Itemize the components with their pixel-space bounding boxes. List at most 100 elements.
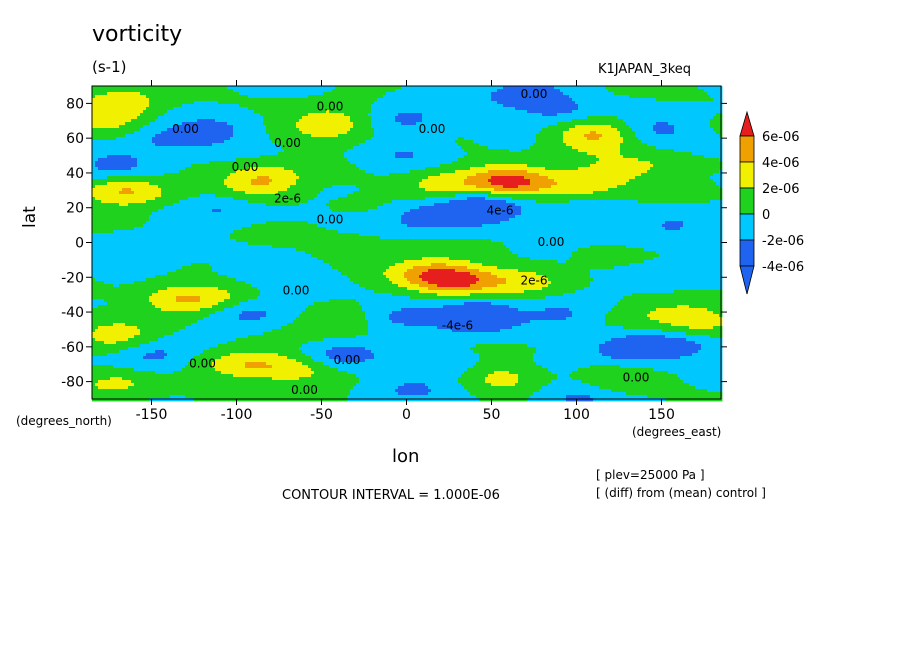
field-cell [686, 95, 690, 99]
field-cell [257, 119, 261, 123]
field-cell [254, 92, 258, 96]
field-cell [641, 149, 645, 153]
field-cell [689, 101, 693, 105]
field-cell [188, 128, 192, 132]
field-cell [311, 98, 315, 102]
field-cell [119, 155, 123, 159]
field-cell [359, 152, 363, 156]
field-cell [218, 134, 222, 138]
field-cell [206, 113, 210, 117]
field-cell [548, 146, 552, 150]
field-cell [677, 98, 681, 102]
field-cell [266, 146, 270, 150]
field-cell [575, 98, 579, 102]
field-cell [101, 110, 105, 114]
field-cell [578, 116, 582, 120]
field-cell [209, 125, 213, 129]
field-cell [593, 149, 597, 153]
field-cell [344, 95, 348, 99]
field-cell [191, 86, 195, 90]
field-cell [344, 104, 348, 108]
field-cell [407, 125, 411, 129]
field-cell [326, 101, 330, 105]
field-cell [470, 122, 474, 126]
field-cell [233, 155, 237, 159]
field-cell [458, 116, 462, 120]
field-cell [716, 149, 720, 153]
field-cell [551, 134, 555, 138]
field-cell [443, 137, 447, 141]
field-cell [341, 89, 345, 93]
field-cell [215, 104, 219, 108]
field-cell [521, 137, 525, 141]
field-cell [494, 125, 498, 129]
field-cell [323, 116, 327, 120]
field-cell [680, 146, 684, 150]
field-cell [131, 140, 135, 144]
field-cell [155, 101, 159, 105]
field-cell [320, 101, 324, 105]
field-cell [494, 104, 498, 108]
field-cell [302, 131, 306, 135]
field-cell [341, 116, 345, 120]
field-cell [611, 152, 615, 156]
field-cell [539, 119, 543, 123]
field-cell [140, 98, 144, 102]
field-cell [353, 101, 357, 105]
field-cell [218, 155, 222, 159]
field-cell [338, 116, 342, 120]
field-cell [653, 128, 657, 132]
field-cell [710, 122, 714, 126]
field-cell [227, 152, 231, 156]
field-cell [371, 104, 375, 108]
field-cell [170, 140, 174, 144]
field-cell [458, 119, 462, 123]
field-cell [131, 113, 135, 117]
field-cell [332, 92, 336, 96]
field-cell [170, 119, 174, 123]
field-cell [203, 107, 207, 111]
field-cell [218, 92, 222, 96]
field-cell [716, 110, 720, 114]
field-cell [194, 107, 198, 111]
field-cell [476, 119, 480, 123]
field-cell [590, 110, 594, 114]
field-cell [95, 86, 99, 90]
field-cell [602, 125, 606, 129]
field-cell [452, 155, 456, 159]
field-cell [164, 122, 168, 126]
field-cell [305, 113, 309, 117]
field-cell [611, 107, 615, 111]
field-cell [179, 152, 183, 156]
field-cell [533, 155, 537, 159]
field-cell [143, 137, 147, 141]
field-cell [563, 101, 567, 105]
field-cell [209, 149, 213, 153]
field-cell [398, 149, 402, 153]
field-cell [323, 125, 327, 129]
field-cell [404, 113, 408, 117]
field-cell [593, 107, 597, 111]
field-cell [560, 113, 564, 117]
field-cell [296, 104, 300, 108]
field-cell [329, 137, 333, 141]
field-cell [488, 143, 492, 147]
field-cell [701, 128, 705, 132]
field-cell [455, 98, 459, 102]
field-cell [434, 92, 438, 96]
field-cell [665, 134, 669, 138]
field-cell [698, 122, 702, 126]
field-cell [221, 143, 225, 147]
field-cell [107, 110, 111, 114]
field-cell [647, 98, 651, 102]
field-cell [212, 143, 216, 147]
field-cell [365, 149, 369, 153]
field-cell [236, 137, 240, 141]
field-cell [614, 152, 618, 156]
field-cell [416, 116, 420, 120]
field-cell [467, 101, 471, 105]
field-cell [545, 92, 549, 96]
field-cell [701, 134, 705, 138]
field-cell [269, 107, 273, 111]
field-cell [656, 116, 660, 120]
